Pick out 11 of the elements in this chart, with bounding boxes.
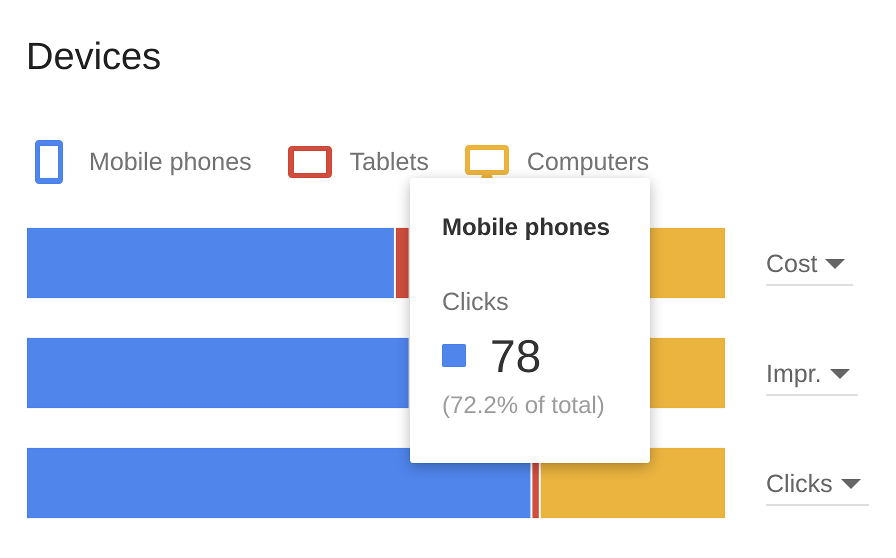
legend-label: Mobile phones <box>89 148 252 176</box>
annotation: (72.2% of total) <box>442 392 605 419</box>
y-tick-label: Impr. <box>766 360 822 388</box>
y-tick-label: Cost <box>766 250 818 278</box>
chart-title: Devices <box>26 36 162 78</box>
annotation: 78 <box>490 330 542 382</box>
y-tick-label: Clicks <box>766 470 833 498</box>
legend-label: Tablets <box>350 148 429 176</box>
annotation: Mobile phones <box>442 214 610 241</box>
legend-label: Computers <box>526 148 650 176</box>
annotation: Clicks <box>442 288 509 316</box>
